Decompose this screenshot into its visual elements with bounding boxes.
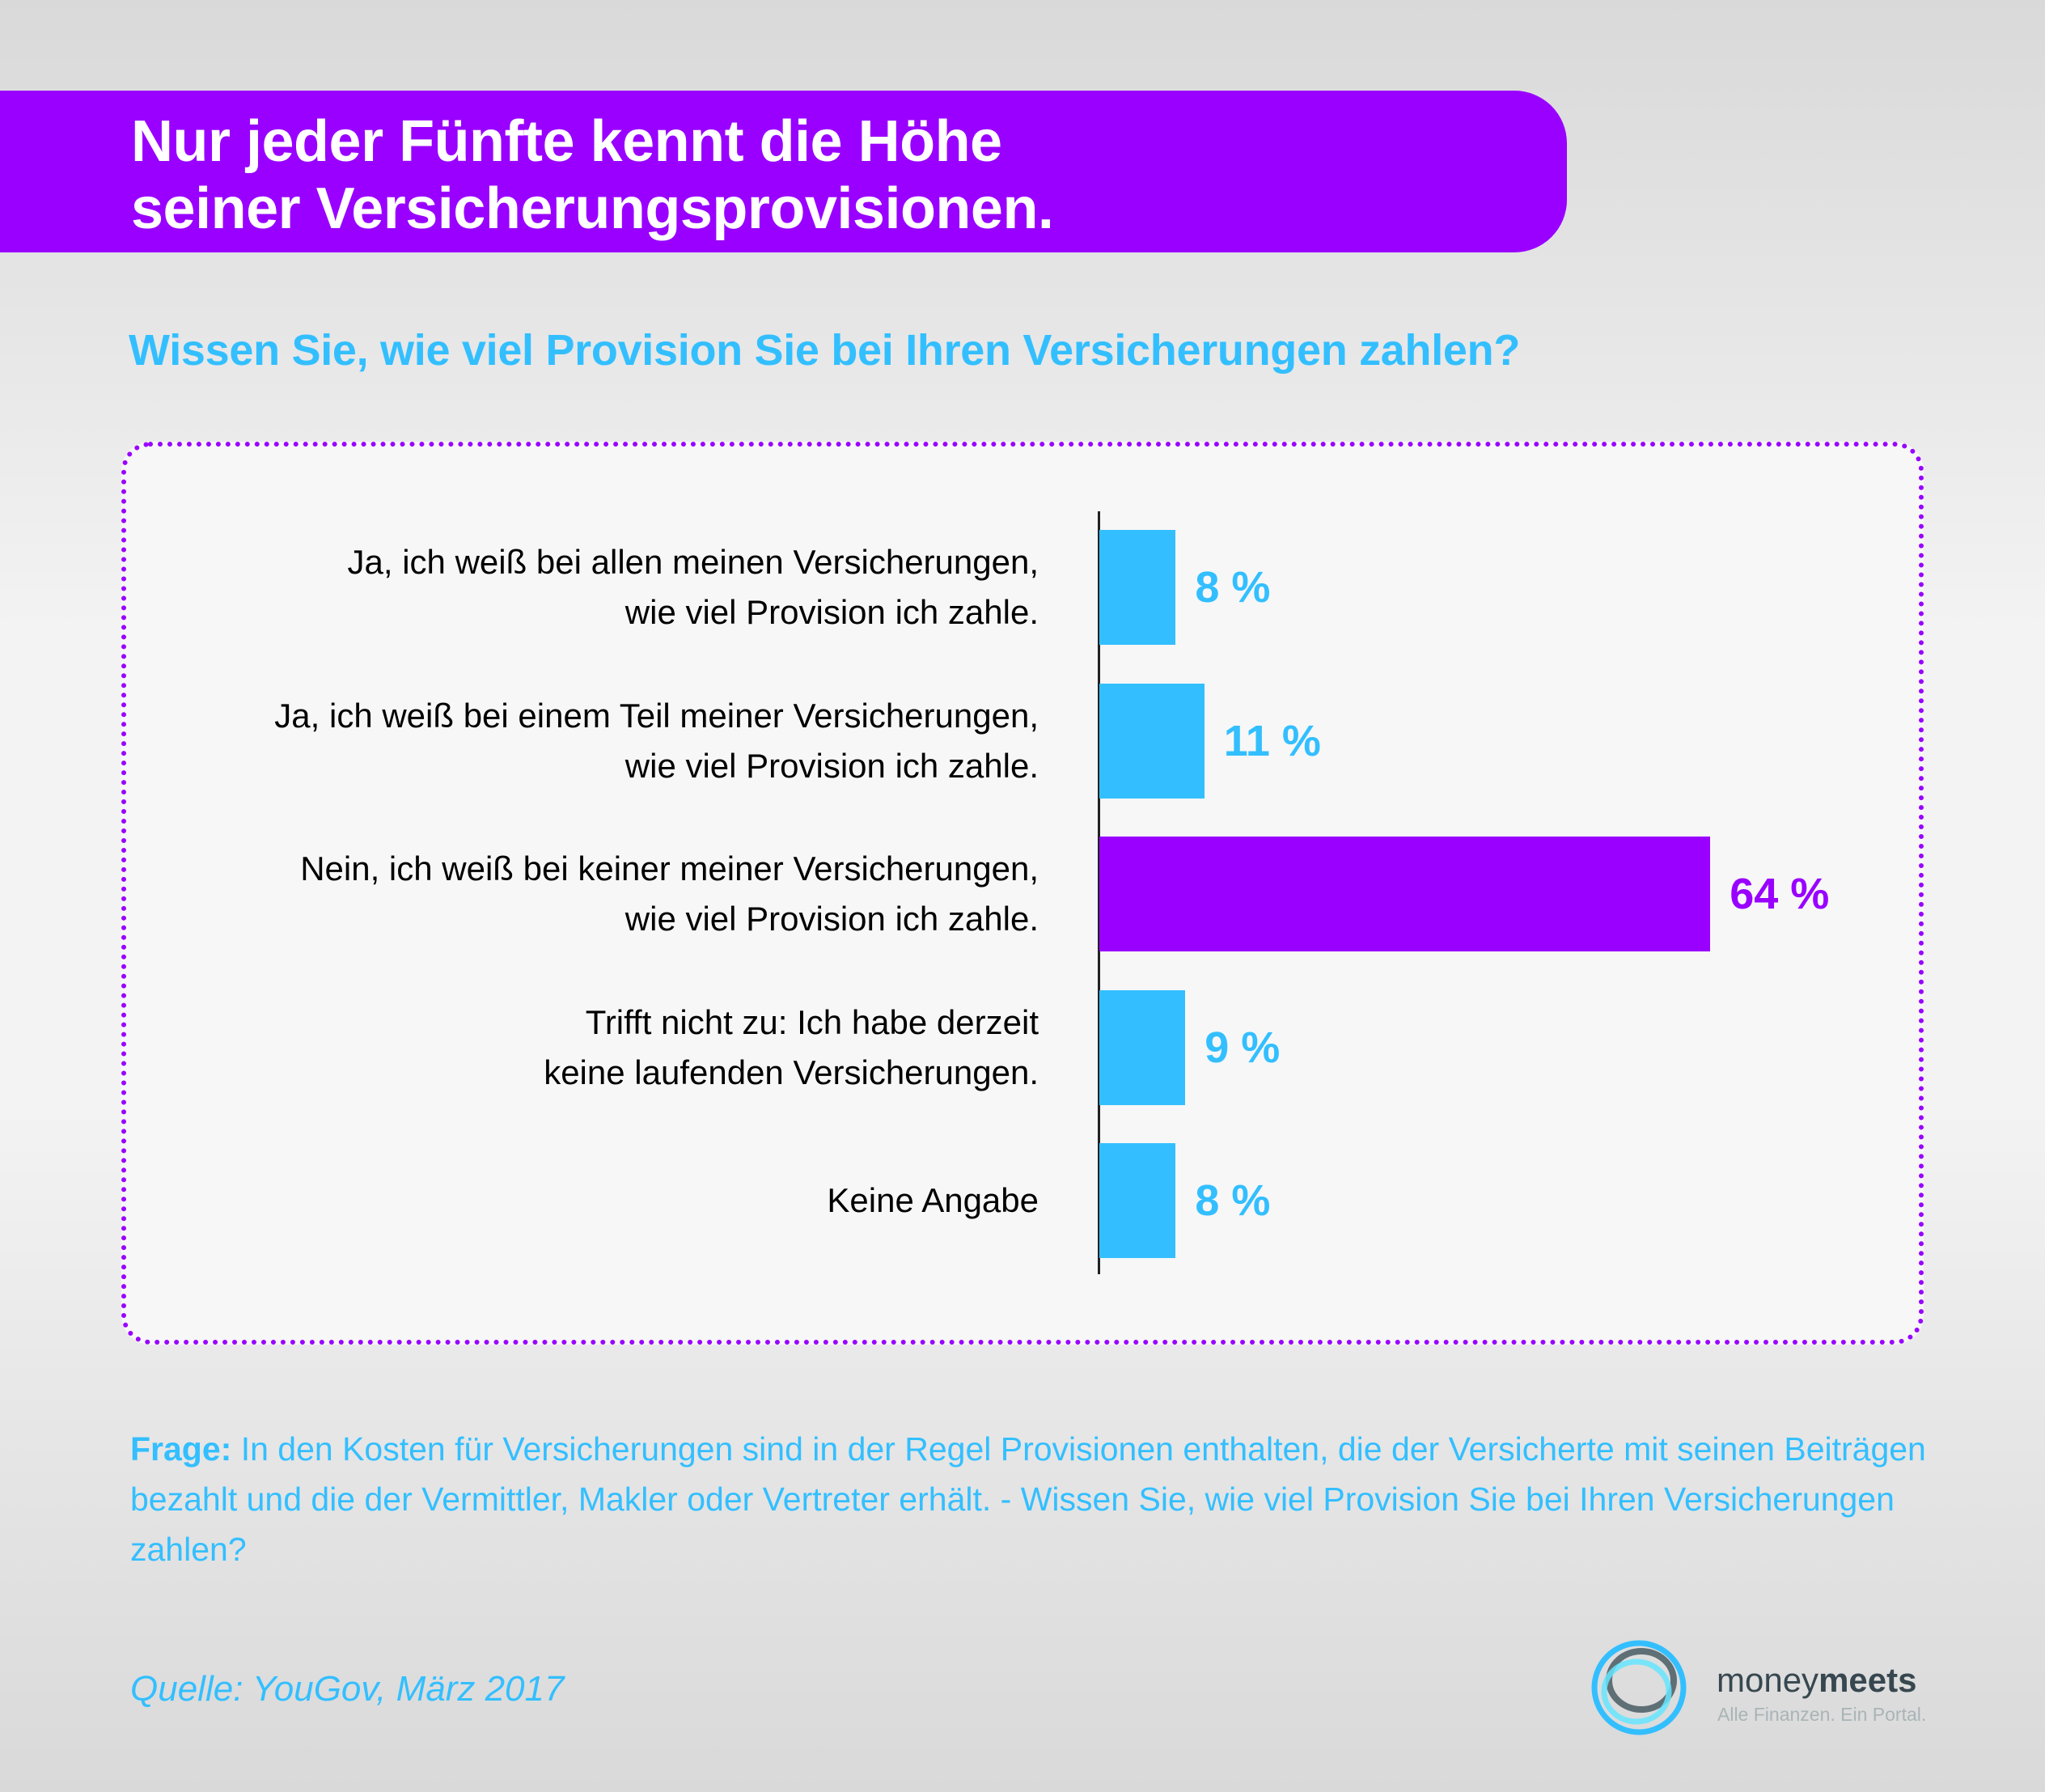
category-label: Nein, ich weiß bei keiner meiner Versich… <box>300 844 1039 944</box>
category-label-line: Trifft nicht zu: Ich habe derzeit <box>585 1002 1039 1041</box>
category-label: Ja, ich weiß bei allen meinen Versicheru… <box>348 537 1039 638</box>
logo-tagline: Alle Finanzen. Ein Portal. <box>1717 1704 1927 1725</box>
category-label-line: keine laufenden Versicherungen. <box>544 1053 1039 1091</box>
category-label: Keine Angabe <box>827 1176 1039 1226</box>
logo-name-bold: meets <box>1818 1661 1917 1699</box>
logo-name-regular: money <box>1717 1661 1819 1699</box>
category-label: Ja, ich weiß bei einem Teil meiner Versi… <box>274 691 1039 791</box>
title-line-1: Nur jeder Fünfte kennt die Höhe <box>131 109 1002 174</box>
category-label-line: Ja, ich weiß bei allen meinen Versicheru… <box>347 543 1039 581</box>
title-banner: Nur jeder Fünfte kennt die Höhe seiner V… <box>0 91 1567 252</box>
category-label-line: wie viel Provision ich zahle. <box>625 746 1039 785</box>
bar-3 <box>1099 837 1711 951</box>
question-label: Frage: <box>130 1430 232 1468</box>
bar-value-label: 64 % <box>1730 870 1830 918</box>
bar-5 <box>1099 1143 1176 1258</box>
bar-1 <box>1099 530 1176 645</box>
moneymeets-logo[interactable]: moneymeets Alle Finanzen. Ein Portal. <box>1590 1638 1946 1743</box>
category-label-line: wie viel Provision ich zahle. <box>625 593 1039 631</box>
y-axis-line <box>1098 511 1100 1274</box>
footnote-question: Frage: In den Kosten für Versicherungen … <box>130 1424 1950 1574</box>
page-title: Nur jeder Fünfte kennt die Höhe seiner V… <box>131 108 1054 243</box>
bar-value-label: 9 % <box>1205 1023 1281 1072</box>
survey-question-heading: Wissen Sie, wie viel Provision Sie bei I… <box>129 326 1521 375</box>
category-label-line: Ja, ich weiß bei einem Teil meiner Versi… <box>274 696 1039 735</box>
category-label-line: Nein, ich weiß bei keiner meiner Versich… <box>300 849 1039 888</box>
title-line-2: seiner Versicherungsprovisionen. <box>131 176 1054 241</box>
source-note: Quelle: YouGov, März 2017 <box>130 1669 565 1709</box>
bar-4 <box>1099 989 1186 1105</box>
bar-value-label: 11 % <box>1223 716 1321 765</box>
bar-2 <box>1099 683 1205 799</box>
category-label: Trifft nicht zu: Ich habe derzeit keine l… <box>544 998 1039 1098</box>
bar-value-label: 8 % <box>1195 563 1271 612</box>
interlocking-rings-icon <box>1591 1640 1687 1735</box>
category-label-line: wie viel Provision ich zahle. <box>625 900 1039 938</box>
bar-value-label: 8 % <box>1195 1176 1271 1225</box>
category-label-line: Keine Angabe <box>827 1181 1039 1219</box>
question-text: In den Kosten für Versicherungen sind in… <box>130 1430 1926 1568</box>
logo-wordmark: moneymeets <box>1717 1661 1916 1700</box>
